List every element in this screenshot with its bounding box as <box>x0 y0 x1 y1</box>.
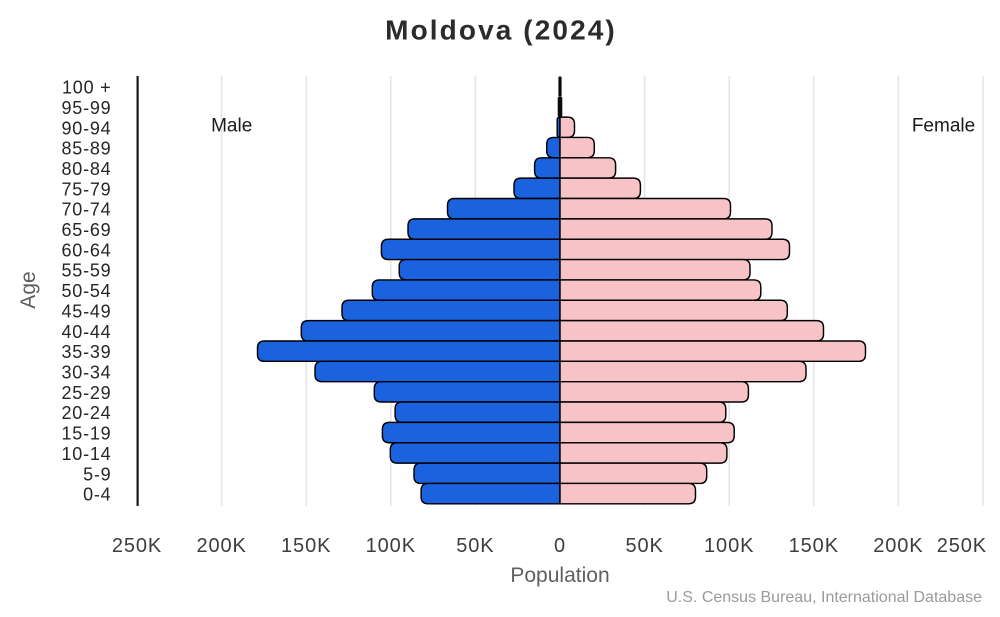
svg-text:50K: 50K <box>456 535 494 557</box>
svg-text:250K: 250K <box>937 535 987 557</box>
svg-text:25-29: 25-29 <box>61 383 111 403</box>
svg-text:45-49: 45-49 <box>61 301 111 321</box>
svg-text:90-94: 90-94 <box>61 118 111 138</box>
svg-text:Population: Population <box>510 564 609 587</box>
svg-text:85-89: 85-89 <box>61 139 111 159</box>
svg-text:95-99: 95-99 <box>61 98 111 118</box>
svg-text:55-59: 55-59 <box>61 261 111 281</box>
svg-text:10-14: 10-14 <box>61 444 111 464</box>
svg-text:0-4: 0-4 <box>83 485 111 505</box>
svg-text:Age: Age <box>17 271 40 308</box>
svg-text:Male: Male <box>211 116 252 137</box>
svg-text:80-84: 80-84 <box>61 159 111 179</box>
svg-text:15-19: 15-19 <box>61 424 111 444</box>
svg-text:0: 0 <box>554 535 566 557</box>
svg-text:60-64: 60-64 <box>61 240 111 260</box>
svg-text:5-9: 5-9 <box>83 464 111 484</box>
svg-text:65-69: 65-69 <box>61 220 111 240</box>
svg-text:200K: 200K <box>196 535 246 557</box>
svg-text:250K: 250K <box>112 535 162 557</box>
svg-text:20-24: 20-24 <box>61 403 111 423</box>
svg-text:Moldova (2024): Moldova (2024) <box>385 15 617 46</box>
svg-text:70-74: 70-74 <box>61 200 111 220</box>
svg-text:100K: 100K <box>366 535 416 557</box>
svg-text:150K: 150K <box>789 535 839 557</box>
svg-text:200K: 200K <box>873 535 923 557</box>
svg-text:30-34: 30-34 <box>61 363 111 383</box>
svg-text:150K: 150K <box>281 535 331 557</box>
svg-text:U.S. Census Bureau, Internatio: U.S. Census Bureau, International Databa… <box>666 589 982 606</box>
svg-text:Female: Female <box>912 116 975 137</box>
svg-text:100 +: 100 + <box>62 78 112 98</box>
svg-text:40-44: 40-44 <box>61 322 111 342</box>
svg-text:50K: 50K <box>625 535 663 557</box>
svg-text:50-54: 50-54 <box>61 281 111 301</box>
svg-text:35-39: 35-39 <box>61 342 111 362</box>
svg-text:75-79: 75-79 <box>61 179 111 199</box>
svg-text:100K: 100K <box>704 535 754 557</box>
